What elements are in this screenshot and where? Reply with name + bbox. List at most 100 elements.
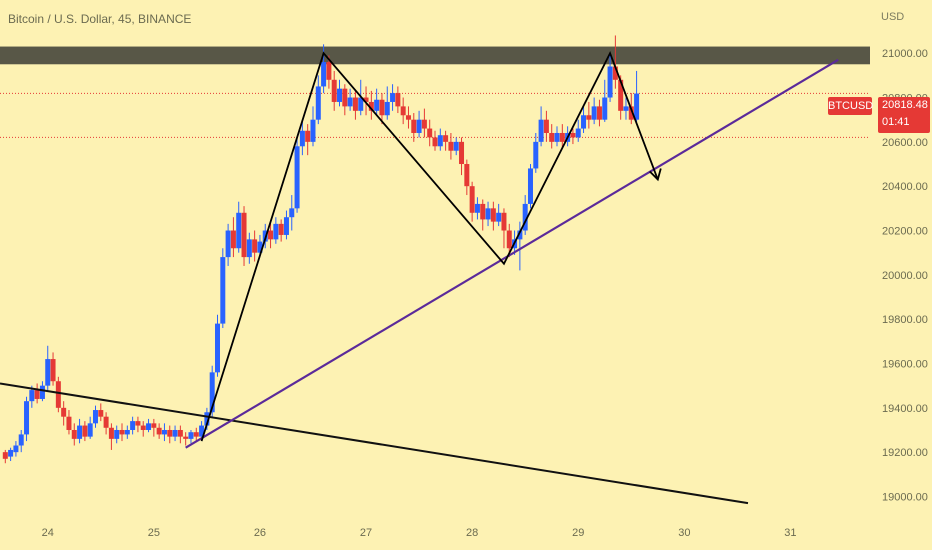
candle-body: [188, 432, 194, 439]
y-tick-label: 19800.00: [882, 314, 928, 326]
candle-body: [358, 97, 364, 111]
candle-body: [628, 106, 634, 120]
candle-body: [612, 66, 618, 80]
candle-body: [299, 130, 305, 147]
resistance-zone: [0, 46, 870, 65]
candle-body: [283, 217, 289, 235]
candle-body: [416, 119, 422, 133]
candle-body: [246, 239, 252, 258]
candle-body: [506, 230, 512, 249]
x-tick-label: 29: [572, 527, 584, 539]
candle-body: [167, 429, 173, 437]
candle-body: [114, 429, 120, 439]
candle-body: [464, 164, 470, 187]
candle-body: [427, 128, 433, 138]
y-tick-label: 21000.00: [882, 48, 928, 60]
candle-body: [241, 212, 247, 258]
candle-body: [39, 385, 45, 399]
candle-body: [119, 429, 125, 435]
candle-body: [146, 423, 152, 430]
candle-body: [98, 410, 104, 417]
candle-body: [596, 106, 602, 120]
candle-body: [18, 434, 24, 446]
candle-body: [55, 381, 61, 408]
candle-body: [363, 97, 369, 102]
candle-body: [273, 223, 279, 240]
candle-body: [379, 99, 385, 116]
candle-body: [294, 146, 300, 209]
price-badge: 20818.48 01:41: [878, 97, 930, 133]
candle-body: [501, 212, 507, 231]
candle-body: [559, 132, 565, 142]
candlestick-series: [2, 35, 640, 464]
candle-body: [161, 429, 167, 435]
candle-body: [459, 141, 465, 165]
candle-body: [305, 130, 311, 142]
candle-body: [623, 106, 629, 111]
y-tick-label: 20200.00: [882, 226, 928, 238]
y-tick-label: 19600.00: [882, 358, 928, 370]
candle-body: [453, 141, 459, 151]
candle-body: [411, 119, 417, 133]
candle-body: [443, 135, 449, 142]
candle-body: [230, 230, 236, 249]
x-axis: 24 25 26 27 28 29 30 31: [42, 527, 797, 539]
symbol-badge: BTCUSD: [828, 97, 873, 115]
candle-body: [82, 425, 88, 437]
candle-body: [437, 135, 443, 147]
candle-body: [225, 230, 231, 258]
candle-body: [156, 427, 162, 435]
candle-body: [315, 86, 321, 120]
candle-body: [209, 372, 215, 413]
price-value: 20818.48: [882, 99, 928, 111]
candle-body: [352, 97, 358, 111]
candle-body: [199, 425, 205, 437]
candle-body: [61, 407, 67, 417]
candle-body: [220, 257, 226, 324]
candle-body: [135, 421, 141, 426]
candle-body: [321, 62, 327, 87]
candle-body: [2, 452, 8, 459]
y-tick-label: 20400.00: [882, 181, 928, 193]
candle-body: [618, 79, 624, 111]
candle-body: [517, 230, 523, 240]
x-tick-label: 28: [466, 527, 478, 539]
candle-body: [92, 410, 98, 424]
candle-body: [257, 241, 263, 253]
candle-body: [130, 421, 136, 430]
candle-body: [384, 101, 390, 116]
y-tick-label: 19000.00: [882, 491, 928, 503]
candle-body: [405, 115, 411, 120]
candle-body: [8, 449, 14, 457]
old-trendline: [0, 382, 749, 505]
candle-body: [586, 115, 592, 120]
candle-body: [533, 141, 539, 169]
candle-body: [204, 412, 210, 426]
y-tick-label: 19400.00: [882, 403, 928, 415]
candle-body: [448, 141, 454, 151]
x-tick-label: 30: [678, 527, 690, 539]
candle-body: [268, 230, 274, 240]
chart-title: Bitcoin / U.S. Dollar, 45, BINANCE: [8, 12, 192, 26]
candle-body: [432, 137, 438, 147]
candle-body: [29, 390, 35, 402]
candle-body: [575, 128, 581, 138]
candle-body: [570, 132, 576, 138]
candle-body: [236, 212, 242, 249]
candle-body: [607, 66, 613, 98]
candle-body: [177, 429, 183, 437]
x-tick-label: 31: [784, 527, 796, 539]
candle-body: [485, 208, 491, 220]
candle-body: [140, 425, 146, 430]
candle-body: [527, 168, 533, 204]
y-tick-label: 19200.00: [882, 447, 928, 459]
candle-body: [278, 223, 284, 235]
candle-body: [496, 212, 502, 222]
candle-body: [543, 119, 549, 133]
candle-body: [368, 101, 374, 111]
candle-body: [602, 97, 608, 120]
candle-body: [289, 208, 295, 218]
candle-body: [77, 425, 83, 439]
